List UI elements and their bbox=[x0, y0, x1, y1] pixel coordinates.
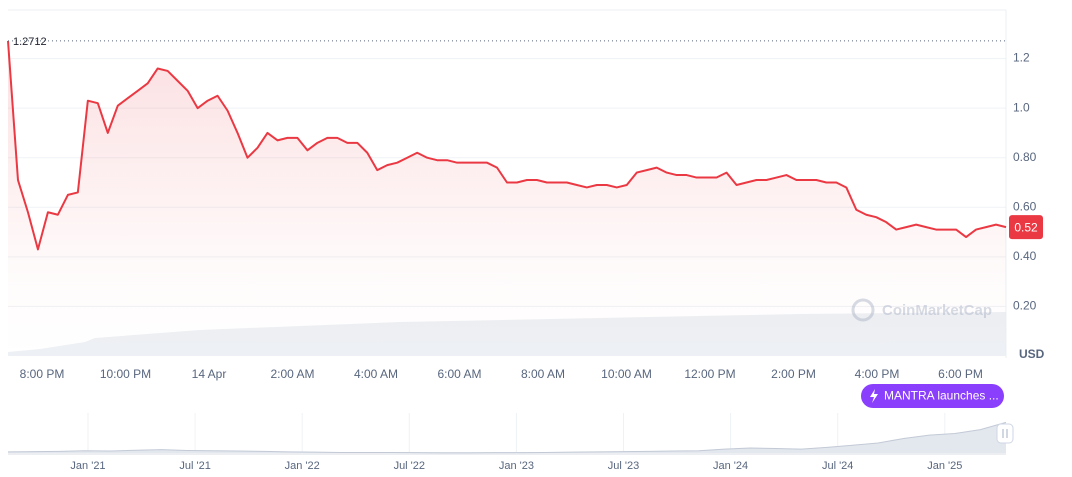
current-price-label: 0.52 bbox=[1014, 220, 1038, 234]
x-tick-label: 8:00 AM bbox=[521, 367, 565, 381]
x-tick-label: 10:00 AM bbox=[601, 367, 652, 381]
price-line bbox=[7, 40, 1007, 251]
navigator-label: Jan '21 bbox=[70, 460, 105, 472]
navigator-label: Jan '25 bbox=[927, 460, 962, 472]
annotation-pill[interactable] bbox=[861, 384, 1004, 408]
y-tick-label: 1.0 bbox=[1013, 100, 1030, 114]
max-price-label: 1.2712 bbox=[13, 36, 47, 48]
y-tick-label: 0.40 bbox=[1013, 249, 1037, 263]
x-tick-label: 4:00 AM bbox=[354, 367, 398, 381]
navigator: Jan '21 Jul '21 Jan '22 Jul '22 Jan '23 Jul '… bbox=[7, 413, 1007, 472]
navigator-label: Jul '23 bbox=[608, 460, 639, 472]
x-tick-label: 14 Apr bbox=[192, 367, 227, 381]
x-tick-label: 6:00 AM bbox=[437, 367, 481, 381]
navigator-label: Jul '24 bbox=[822, 460, 853, 472]
navigator-area bbox=[8, 422, 1006, 453]
y-tick-label: 0.20 bbox=[1013, 299, 1037, 313]
y-tick-label: 0.80 bbox=[1013, 150, 1037, 164]
x-tick-label: 2:00 AM bbox=[270, 367, 314, 381]
x-tick-label: 4:00 PM bbox=[855, 367, 900, 381]
price-area bbox=[8, 40, 1006, 357]
navigator-line bbox=[7, 421, 1007, 454]
navigator-label: Jan '22 bbox=[285, 460, 320, 472]
navigator-handle[interactable] bbox=[996, 423, 1014, 444]
watermark-text: CoinMarketCap bbox=[882, 302, 992, 319]
navigator-label: Jan '24 bbox=[713, 460, 748, 472]
current-price-badge bbox=[1009, 215, 1043, 240]
watermark: CoinMarketCap bbox=[851, 298, 992, 322]
x-tick-label: 2:00 PM bbox=[771, 367, 816, 381]
x-tick-label: 6:00 PM bbox=[938, 367, 983, 381]
navigator-label: Jan '23 bbox=[499, 460, 534, 472]
annotation[interactable]: MANTRA launches ... bbox=[861, 384, 1004, 408]
annotation-icon bbox=[870, 389, 878, 403]
x-tick-label: 8:00 PM bbox=[20, 367, 65, 381]
y-tick-label: 1.2 bbox=[1013, 51, 1030, 65]
x-tick-label: 12:00 PM bbox=[684, 367, 735, 381]
navigator-label: Jul '22 bbox=[394, 460, 425, 472]
y-unit: USD bbox=[1019, 347, 1045, 361]
y-tick-label: 0.60 bbox=[1013, 199, 1037, 213]
x-tick-label: 10:00 PM bbox=[100, 367, 151, 381]
plot: 1.2712 bbox=[7, 36, 1007, 357]
annotation-text[interactable]: MANTRA launches ... bbox=[884, 389, 999, 403]
navigator-label: Jul '21 bbox=[179, 460, 210, 472]
